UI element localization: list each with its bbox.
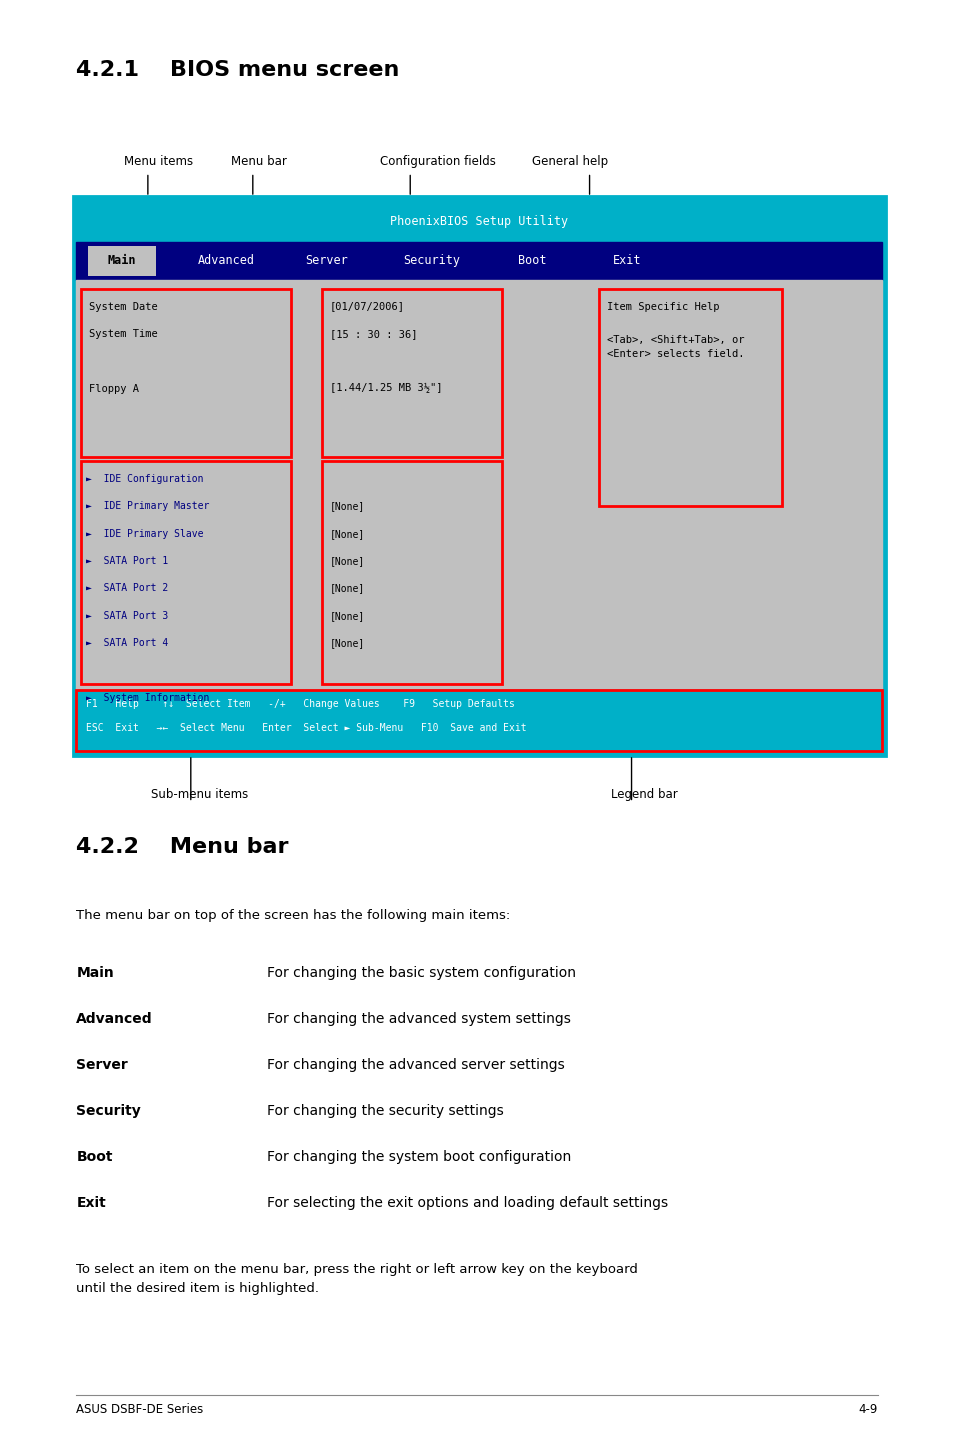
Bar <box>76 280 882 751</box>
Text: The menu bar on top of the screen has the following main items:: The menu bar on top of the screen has th… <box>76 909 510 922</box>
Text: Boot: Boot <box>76 1150 112 1165</box>
Text: To select an item on the menu bar, press the right or left arrow key on the keyb: To select an item on the menu bar, press… <box>76 1263 638 1294</box>
Bar <box>76 242 882 280</box>
Text: For changing the basic system configuration: For changing the basic system configurat… <box>267 966 576 981</box>
Text: Exit: Exit <box>613 255 640 267</box>
Text: 4.2.1    BIOS menu screen: 4.2.1 BIOS menu screen <box>76 60 399 81</box>
Text: [01/07/2006]: [01/07/2006] <box>330 302 405 312</box>
Text: For selecting the exit options and loading default settings: For selecting the exit options and loadi… <box>267 1196 667 1211</box>
Bar <box>76 201 882 242</box>
Text: System Time: System Time <box>89 329 157 339</box>
Text: 4-9: 4-9 <box>858 1403 877 1416</box>
Text: For changing the system boot configuration: For changing the system boot configurati… <box>267 1150 571 1165</box>
Text: Boot: Boot <box>517 255 545 267</box>
Text: [None]: [None] <box>330 638 365 649</box>
Bar <box>88 246 156 276</box>
Text: Menu bar: Menu bar <box>231 155 287 168</box>
Text: Main: Main <box>76 966 114 981</box>
Text: ►  SATA Port 3: ► SATA Port 3 <box>86 611 168 621</box>
Text: ►  IDE Primary Slave: ► IDE Primary Slave <box>86 529 203 539</box>
Text: ►  SATA Port 2: ► SATA Port 2 <box>86 584 168 594</box>
Bar <box>81 289 291 457</box>
Bar <box>76 690 882 751</box>
Text: PhoenixBIOS Setup Utility: PhoenixBIOS Setup Utility <box>390 214 568 229</box>
Text: Item Specific Help: Item Specific Help <box>606 302 719 312</box>
Bar <box>72 196 885 756</box>
Text: Sub-menu items: Sub-menu items <box>151 788 248 801</box>
Text: ►  SATA Port 4: ► SATA Port 4 <box>86 638 168 649</box>
Text: Main: Main <box>108 255 136 267</box>
Text: [None]: [None] <box>330 557 365 567</box>
Text: Server: Server <box>305 255 348 267</box>
Bar <box>81 462 291 684</box>
Bar <box>322 289 501 457</box>
Text: [None]: [None] <box>330 611 365 621</box>
Text: Advanced: Advanced <box>76 1012 152 1027</box>
Text: [None]: [None] <box>330 529 365 539</box>
Text: [15 : 30 : 36]: [15 : 30 : 36] <box>330 329 417 339</box>
Bar <box>598 289 781 506</box>
Text: ►  SATA Port 1: ► SATA Port 1 <box>86 557 168 567</box>
Text: [None]: [None] <box>330 584 365 594</box>
Text: For changing the security settings: For changing the security settings <box>267 1104 503 1119</box>
Bar <box>76 690 882 751</box>
Text: Configuration fields: Configuration fields <box>379 155 495 168</box>
Text: Legend bar: Legend bar <box>610 788 677 801</box>
Text: Server: Server <box>76 1058 128 1073</box>
Text: Exit: Exit <box>76 1196 106 1211</box>
Bar <box>322 462 501 684</box>
Text: For changing the advanced system settings: For changing the advanced system setting… <box>267 1012 571 1027</box>
Text: F1   Help    ↑↓  Select Item   -/+   Change Values    F9   Setup Defaults: F1 Help ↑↓ Select Item -/+ Change Values… <box>86 699 515 709</box>
Text: [1.44/1.25 MB 3½"]: [1.44/1.25 MB 3½"] <box>330 384 442 394</box>
Text: [None]: [None] <box>330 502 365 512</box>
Text: For changing the advanced server settings: For changing the advanced server setting… <box>267 1058 564 1073</box>
Text: ►  IDE Primary Master: ► IDE Primary Master <box>86 502 209 512</box>
Text: Security: Security <box>403 255 459 267</box>
Text: Security: Security <box>76 1104 141 1119</box>
Text: ESC  Exit   →←  Select Menu   Enter  Select ► Sub-Menu   F10  Save and Exit: ESC Exit →← Select Menu Enter Select ► S… <box>86 723 526 733</box>
Text: ►  System Information: ► System Information <box>86 693 209 703</box>
Text: General help: General help <box>532 155 608 168</box>
Text: Advanced: Advanced <box>198 255 254 267</box>
Text: System Date: System Date <box>89 302 157 312</box>
Text: 4.2.2    Menu bar: 4.2.2 Menu bar <box>76 837 289 857</box>
Text: <Tab>, <Shift+Tab>, or
<Enter> selects field.: <Tab>, <Shift+Tab>, or <Enter> selects f… <box>606 335 743 360</box>
Text: Floppy A: Floppy A <box>89 384 138 394</box>
Text: ►  IDE Configuration: ► IDE Configuration <box>86 475 203 485</box>
Text: ASUS DSBF-DE Series: ASUS DSBF-DE Series <box>76 1403 203 1416</box>
Text: Menu items: Menu items <box>124 155 193 168</box>
